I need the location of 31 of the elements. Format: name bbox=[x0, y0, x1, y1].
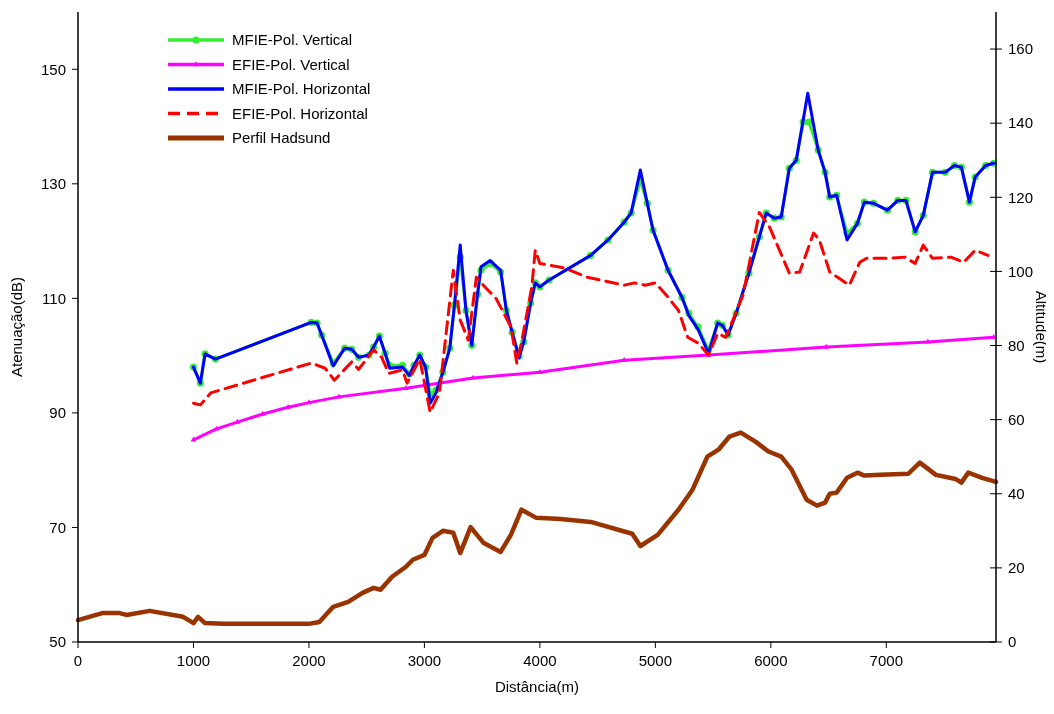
y2-tick-label: 20 bbox=[1008, 559, 1025, 577]
x-tick-label: 7000 bbox=[869, 652, 903, 669]
y-tick-label: 90 bbox=[49, 404, 66, 422]
x-tick-label: 0 bbox=[73, 652, 83, 669]
y-tick-label: 150 bbox=[40, 60, 66, 78]
y2-tick-label: 120 bbox=[1008, 188, 1034, 206]
y-axis-title: Atenuação(dB) bbox=[8, 276, 25, 378]
x-tick-label: 4000 bbox=[523, 652, 557, 669]
y-tick-label: 70 bbox=[49, 518, 66, 536]
legend-label: MFIE-Pol. Vertical bbox=[232, 31, 353, 49]
x-tick-label: 6000 bbox=[754, 652, 788, 669]
y2-tick-label: 0 bbox=[1008, 633, 1017, 651]
y2-tick-label: 140 bbox=[1008, 114, 1034, 132]
y2-tick-label: 80 bbox=[1008, 336, 1025, 354]
x-tick-label: 3000 bbox=[407, 652, 442, 669]
y2-axis-title: Altitude(m) bbox=[1033, 290, 1050, 364]
y-tick-label: 50 bbox=[49, 633, 66, 651]
x-axis-title: Distância(m) bbox=[494, 678, 580, 695]
legend-label: EFIE-Pol. Vertical bbox=[232, 55, 350, 73]
y-tick-label: 130 bbox=[40, 175, 66, 193]
x-tick-label: 1000 bbox=[176, 652, 211, 669]
x-tick-label: 2000 bbox=[292, 652, 326, 669]
y2-tick-label: 40 bbox=[1008, 485, 1025, 503]
legend-label: EFIE-Pol. Horizontal bbox=[232, 104, 368, 122]
legend-label: MFIE-Pol. Horizontal bbox=[232, 80, 371, 98]
y-tick-label: 110 bbox=[42, 289, 66, 307]
y2-tick-label: 100 bbox=[1008, 262, 1034, 280]
y2-tick-label: 60 bbox=[1008, 410, 1025, 428]
x-tick-label: 5000 bbox=[638, 652, 673, 669]
legend-label: Perfil Hadsund bbox=[232, 129, 331, 147]
y2-tick-label: 160 bbox=[1008, 40, 1034, 58]
